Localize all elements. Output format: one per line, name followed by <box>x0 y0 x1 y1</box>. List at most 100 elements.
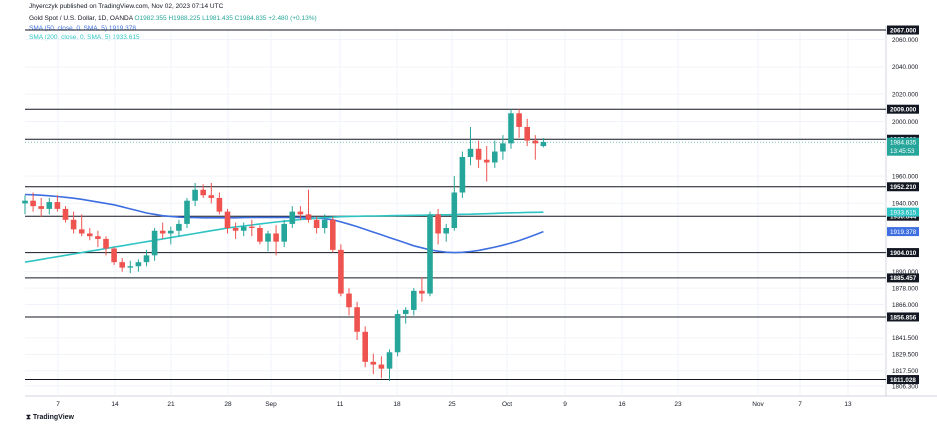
candle-body <box>240 226 247 231</box>
candle-body <box>411 290 417 310</box>
candle-body <box>313 219 320 229</box>
candle-body <box>119 262 125 268</box>
x-tick-label: 9 <box>563 401 567 408</box>
brand-label: TradingView <box>32 414 74 421</box>
candle-body <box>273 233 279 242</box>
level-label-box <box>887 104 919 114</box>
level-label-box <box>887 182 919 192</box>
y-tick-label: 1806.300 <box>892 383 919 390</box>
level-label: 1930.644 <box>890 214 917 221</box>
candle-body <box>540 141 547 147</box>
candle-body <box>370 361 377 365</box>
x-tick-label: 13 <box>844 401 852 408</box>
level-label-box <box>887 25 919 35</box>
sma200-label: 1933.615 <box>890 209 917 216</box>
candle-body <box>200 189 206 196</box>
candle-body <box>330 219 336 250</box>
x-tick-label: Oct <box>502 401 512 408</box>
candle-body <box>176 223 182 231</box>
candle-body <box>289 211 296 224</box>
candle-body <box>427 214 433 294</box>
level-label: 1856.856 <box>890 314 917 321</box>
price-axis: 2060.000 2040.000 2020.000 2000.000 1960.000… <box>887 25 919 390</box>
level-label-box <box>887 375 919 385</box>
candle-body <box>224 211 231 229</box>
tv-icon: ⧗ <box>26 414 31 421</box>
candle-body <box>516 113 522 127</box>
sma50-label: 1919.378 <box>890 229 917 236</box>
symbol-title: Gold Spot / U.S. Dollar, 1D, OANDA <box>29 15 133 22</box>
x-tick-label: 7 <box>798 401 802 408</box>
candle-body <box>532 140 539 144</box>
candle-body <box>362 331 368 362</box>
y-tick-label: 1817.500 <box>892 368 919 375</box>
ohlc-values: O1982.355 H1988.225 L1981.435 C1984.835 … <box>134 15 317 22</box>
candle-body <box>30 200 36 207</box>
level-label: 1885.457 <box>890 275 917 282</box>
y-tick-label: 1829.500 <box>892 352 919 359</box>
candle-body <box>46 202 53 209</box>
y-tick-label: 1866.000 <box>892 302 919 309</box>
candle-body <box>402 309 409 315</box>
candle-body <box>168 230 174 234</box>
candle-body <box>475 148 482 160</box>
candle-body <box>394 314 401 353</box>
sma200-legend[interactable]: SMA (200, close, 0, SMA, 5) 1933.615 <box>29 34 140 41</box>
candle-body <box>95 236 101 239</box>
y-tick-label: 2020.000 <box>892 91 919 98</box>
x-tick-label: Nov <box>752 401 764 408</box>
candle-body <box>338 249 344 294</box>
candle-body <box>483 159 490 163</box>
candle-body <box>451 192 458 229</box>
candle-body <box>524 126 530 141</box>
y-tick-label: 1841.500 <box>892 335 919 342</box>
candle-body <box>467 148 474 157</box>
candle-body <box>135 262 142 267</box>
candle-body <box>216 197 223 212</box>
sma200-label-box <box>887 207 919 217</box>
candle-body <box>111 248 117 263</box>
level-label-box <box>887 273 919 283</box>
x-tick-label: 25 <box>448 401 456 408</box>
level-lines <box>25 29 886 381</box>
published-line: Jhyerczyk published on TradingView.com, … <box>29 3 224 10</box>
sma50-line <box>24 193 544 254</box>
grid <box>25 26 937 397</box>
candle-body <box>265 233 271 242</box>
sma50-label-box <box>887 227 919 237</box>
y-tick-label: 2000.000 <box>892 119 919 126</box>
candle-body <box>459 156 466 193</box>
sma50-legend[interactable]: SMA (50, close, 0, SMA, 5) 1919.378 <box>29 25 136 32</box>
level-label: 1904.010 <box>890 250 917 257</box>
candle-body <box>87 233 93 237</box>
y-tick-label: 1878.000 <box>892 285 919 292</box>
x-tick-label: 14 <box>111 401 119 408</box>
candle-body <box>103 238 109 249</box>
y-tick-label: 2060.000 <box>892 37 919 44</box>
y-tick-label: 2040.000 <box>892 64 919 71</box>
time-axis: 7 14 21 28 Sep 11 18 25 Oct 9 16 23 Nov 7 13 <box>56 401 852 408</box>
candle-body <box>208 195 215 198</box>
candle-body <box>281 223 287 242</box>
candle-body <box>500 143 506 152</box>
level-label: 1811.028 <box>890 377 916 384</box>
candle-body <box>419 290 425 294</box>
candle-body <box>159 230 166 234</box>
level-label-box <box>887 312 919 322</box>
candle-body <box>22 200 28 204</box>
candle-body <box>127 266 134 268</box>
candle-body <box>386 352 393 369</box>
x-tick-label: 16 <box>618 401 626 408</box>
candle-body <box>62 208 69 220</box>
y-tick-label: 1940.000 <box>892 201 919 208</box>
x-tick-label: 23 <box>674 401 682 408</box>
x-tick-label: 18 <box>393 401 401 408</box>
level-label-box <box>887 248 919 258</box>
candle-body <box>249 226 255 229</box>
candle-body <box>305 214 312 220</box>
candle-body <box>435 214 441 234</box>
candle-body <box>297 211 304 215</box>
price-label: 1984.835 <box>890 140 917 147</box>
candle-body <box>143 255 150 263</box>
